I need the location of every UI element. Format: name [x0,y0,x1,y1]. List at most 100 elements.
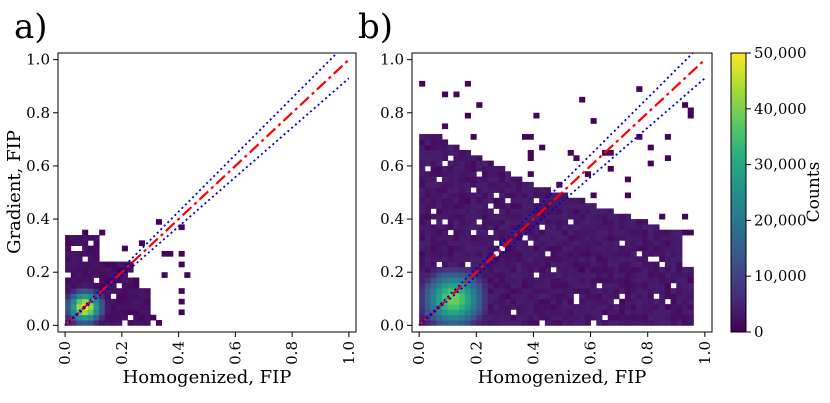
heatmap-bin [670,309,677,316]
heatmap-bin [653,272,660,278]
heatmap-bin [533,203,540,209]
heatmap-bin [642,235,649,241]
x-tick-label: 0.0 [410,341,428,365]
heatmap-bin [590,240,597,247]
heatmap-bin [596,240,603,247]
x-tick-label: 0.2 [113,341,131,365]
heatmap-bin [476,102,483,108]
y-tick-label: 1.0 [26,51,50,69]
heatmap-bin [573,250,580,257]
heatmap-bin [453,224,460,231]
heatmap-bin [476,181,483,188]
heatmap-bin [544,187,551,193]
heatmap-bin [533,293,540,300]
heatmap-bin [522,213,529,220]
heatmap-bin [133,309,140,316]
heatmap-bin [430,277,437,284]
heatmap-bin [624,229,631,236]
heatmap-bin [619,298,626,305]
heatmap-bin [624,293,631,300]
heatmap-bin [659,272,666,278]
heatmap-bin [653,314,660,321]
heatmap-bin [99,277,106,284]
heatmap-bin [516,235,523,241]
heatmap-bin [470,309,477,316]
heatmap-bin [499,293,506,300]
heatmap-bin [544,304,551,310]
heatmap-bin [653,229,660,236]
heatmap-bin [510,288,517,294]
heatmap-bin [487,208,494,215]
heatmap-bin [664,282,671,289]
heatmap-bin [516,314,523,321]
heatmap-bin [550,250,557,257]
colorbar-tick-label: 20,000 [754,211,807,229]
heatmap-bin [562,197,569,204]
heatmap-bin [419,266,426,273]
heatmap-bin [482,277,489,284]
heatmap-bin [653,245,660,252]
heatmap-bin [516,261,523,268]
heatmap-bin [155,219,162,225]
heatmap-bin [584,240,591,247]
heatmap-bin [624,219,631,225]
heatmap-bin [659,266,666,273]
heatmap-bin [442,256,449,262]
heatmap-bin [93,256,100,262]
heatmap-bin [482,320,489,326]
heatmap-bin [539,293,546,300]
heatmap-bin [464,229,471,236]
heatmap-bin [482,261,489,268]
y-tick-label: 0.0 [380,316,404,334]
heatmap-bin [487,213,494,220]
heatmap-bin [659,277,666,284]
heatmap-bin [499,203,506,209]
heatmap-bin [459,197,466,204]
heatmap-bin [442,250,449,257]
heatmap-bin [76,298,83,305]
heatmap-bin [670,304,677,310]
heatmap-bin [527,149,534,156]
heatmap-bin [550,277,557,284]
heatmap-bin [436,187,443,193]
heatmap-bin [647,240,654,247]
heatmap-bin [447,314,454,321]
heatmap-bin [499,235,506,241]
heatmap-bin [476,314,483,321]
heatmap-bin [442,91,449,98]
heatmap-bin [447,165,454,172]
heatmap-bin [573,229,580,236]
y-tick-label: 0.0 [26,316,50,334]
heatmap-bin [493,314,500,321]
heatmap-bin [579,298,586,305]
heatmap-bin [504,250,511,257]
heatmap-bin [642,229,649,236]
heatmap-bin [504,309,511,316]
heatmap-bin [99,261,106,268]
heatmap-bin [493,309,500,316]
heatmap-bin [470,282,477,289]
heatmap-bin [459,256,466,262]
heatmap-bin [93,314,100,321]
heatmap-bin [647,144,654,151]
heatmap-bin [584,282,591,289]
heatmap-bin [93,288,100,294]
heatmap-bin [602,272,609,278]
heatmap-bin [670,277,677,284]
heatmap-bin [76,293,83,300]
heatmap-bin [682,309,689,316]
heatmap-bin [464,266,471,273]
panel-b-heatmap [419,80,694,326]
heatmap-bin [624,309,631,316]
heatmap-bin [579,282,586,289]
heatmap-bin [602,261,609,268]
heatmap-bin [464,213,471,220]
heatmap-bin [596,298,603,305]
heatmap-bin [464,298,471,305]
heatmap-bin [424,304,431,310]
heatmap-bin [93,266,100,273]
heatmap-bin [493,245,500,252]
heatmap-bin [76,250,83,257]
heatmap-bin [93,309,100,316]
heatmap-bin [642,256,649,262]
